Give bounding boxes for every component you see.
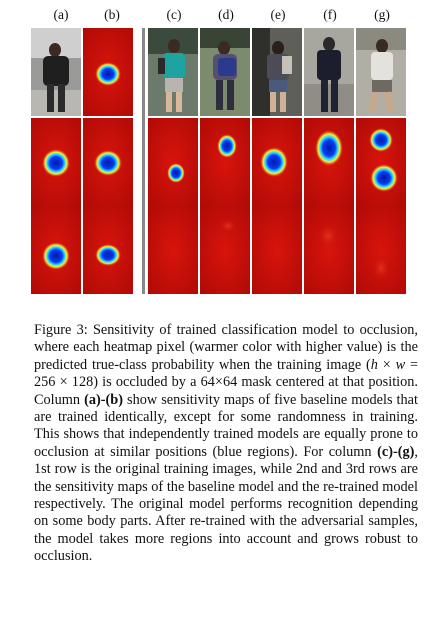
photo-a-pedestrian — [31, 28, 81, 116]
photo-e-pedestrian — [252, 28, 302, 116]
heatmap-f-retrained — [304, 206, 354, 294]
caption-label: Figure 3: — [34, 322, 88, 338]
heatmap-g-retrained — [356, 206, 406, 294]
column-label-d: (d) — [218, 7, 234, 22]
column-label-g: (g) — [374, 7, 390, 22]
photo-c-pedestrian — [148, 28, 198, 116]
figure-caption: Figure 3: Sensitivity of trained classif… — [34, 322, 419, 565]
photo-g-pedestrian — [356, 28, 406, 116]
photo-d-pedestrian — [200, 28, 250, 116]
heatmap-b-row3 — [83, 206, 133, 294]
heatmap-e-retrained — [252, 206, 302, 294]
figure-3: (a) (b) (c) (d) (e) (f) (g) — [0, 0, 440, 300]
heatmap-g-baseline — [356, 118, 406, 206]
heatmap-c-retrained — [148, 206, 198, 294]
heatmap-e-baseline — [252, 118, 302, 206]
heatmap-f-baseline — [304, 118, 354, 206]
column-label-c: (c) — [166, 7, 182, 22]
photo-f-pedestrian — [304, 28, 354, 116]
column-divider — [142, 28, 145, 294]
column-label-f: (f) — [323, 7, 337, 22]
column-label-e: (e) — [270, 7, 286, 22]
column-label-b: (b) — [104, 7, 120, 22]
column-label-a: (a) — [53, 7, 69, 22]
heatmap-b-row2 — [83, 118, 133, 206]
heatmap-d-retrained — [200, 206, 250, 294]
heatmap-b-row1 — [83, 28, 133, 116]
heatmap-c-baseline — [148, 118, 198, 206]
heatmap-a-row3 — [31, 206, 81, 294]
heatmap-a-row2 — [31, 118, 81, 206]
heatmap-d-baseline — [200, 118, 250, 206]
